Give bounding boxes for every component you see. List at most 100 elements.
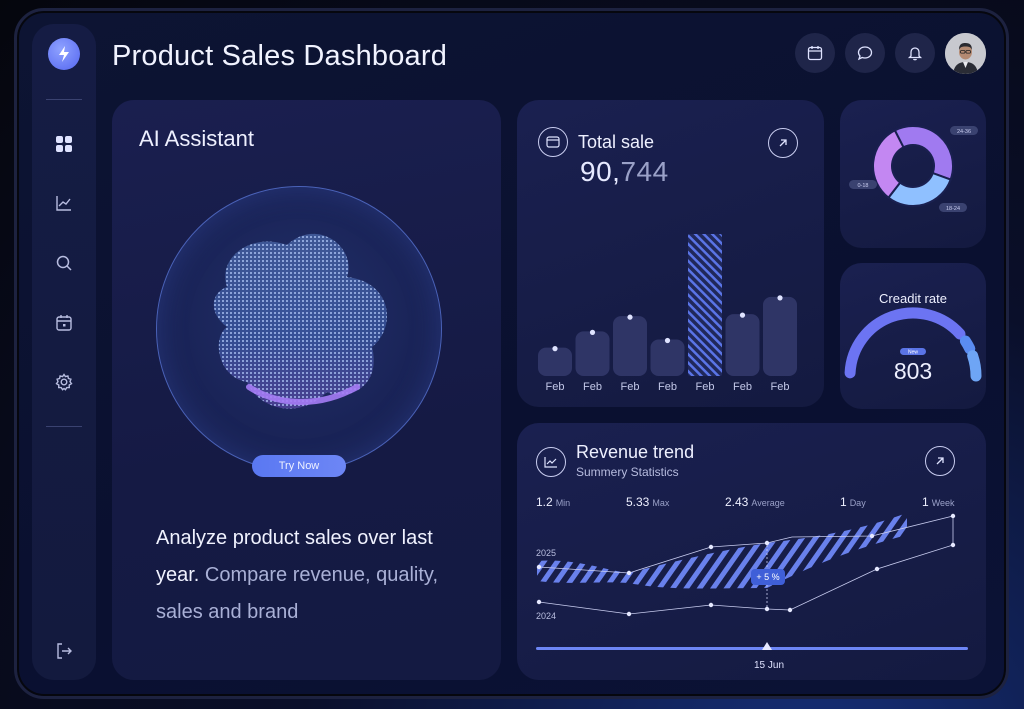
sidebar-divider [46, 426, 82, 427]
donut-slice [887, 171, 952, 207]
notifications-button[interactable] [895, 33, 935, 73]
year-label-2025: 2025 [536, 548, 557, 558]
chart-line-icon[interactable] [52, 191, 76, 215]
wallet-icon [538, 127, 568, 157]
sale-bar-label: Feb [658, 381, 677, 393]
total-sale-chart [538, 234, 797, 376]
chat-button[interactable] [845, 33, 885, 73]
revenue-trend-card: Revenue trend Summery Statistics 1.2 Min … [517, 423, 986, 680]
credit-rate-card: Creadit rate New 803 [840, 263, 986, 409]
search-icon[interactable] [52, 251, 76, 275]
sale-bar [538, 347, 572, 376]
donut-slice [872, 129, 905, 200]
sale-bar-label: Feb [695, 381, 715, 393]
trend-points [536, 513, 956, 617]
sale-bar [688, 234, 722, 376]
sale-bar-point [664, 337, 671, 344]
svg-text:18-24: 18-24 [946, 206, 960, 212]
revenue-trend-chart [536, 513, 968, 650]
sale-bar-label: Feb [583, 381, 602, 393]
chat-icon [857, 46, 873, 61]
percent-badge: + 5 % [751, 569, 785, 585]
sale-bar-point [589, 329, 596, 335]
ai-assistant-card: AI Assistant Try Now Analyze pr [112, 100, 501, 680]
revenue-trend-subtitle: Summery Statistics [576, 465, 679, 479]
donut-label: 24-36 [950, 126, 978, 135]
trend-band [537, 513, 907, 589]
calendar-icon[interactable] [52, 311, 76, 335]
stat-week: 1 Week [922, 495, 955, 509]
stat-value: 2.43 [725, 495, 749, 509]
sale-bar-point [627, 314, 633, 320]
stat-day: 1 Day [840, 495, 866, 509]
ai-orb [156, 186, 443, 473]
time-slider-track [536, 647, 968, 650]
user-avatar[interactable] [945, 33, 986, 74]
grid-icon[interactable] [52, 132, 76, 156]
ai-assistant-title: AI Assistant [139, 126, 254, 151]
stat-value: 1 [922, 495, 929, 509]
lightning-icon[interactable] [48, 38, 80, 70]
stat-key: Week [931, 498, 955, 508]
sale-bar-label: Feb [545, 381, 565, 393]
credit-badge: New [900, 348, 926, 355]
page-title: Product Sales Dashboard [112, 40, 448, 72]
sale-bar-point [777, 295, 783, 301]
ai-description: Analyze product sales over last year. Co… [156, 520, 476, 631]
stat-key: Day [849, 498, 866, 508]
sale-open-button[interactable] [768, 128, 798, 158]
distribution-donut-chart: 24-36 0-18 18-24 [849, 125, 978, 212]
svg-text:24-36: 24-36 [957, 129, 971, 135]
gauge-arc [967, 350, 982, 382]
sale-bar [575, 331, 610, 376]
arrow-up-right-icon [936, 457, 944, 465]
ai-description-dim: Compare revenue, quality, sales and bran… [156, 564, 439, 623]
revenue-open-button[interactable] [925, 446, 955, 476]
gear-icon[interactable] [52, 370, 76, 394]
donut-label: 0-18 [849, 180, 877, 189]
stat-key: Max [652, 498, 670, 508]
arrow-up-right-icon [779, 139, 787, 147]
svg-text:New: New [908, 349, 918, 355]
calendar-button[interactable] [795, 33, 835, 73]
stat-key: Min [555, 498, 571, 508]
donut-label: 18-24 [939, 203, 967, 212]
stat-min: 1.2 Min [536, 495, 570, 509]
total-sale-value-main: 90, [580, 156, 621, 187]
distribution-card: 24-36 0-18 18-24 [840, 100, 986, 248]
gauge-arc [959, 335, 976, 355]
sale-bar [613, 316, 647, 376]
total-sale-value-dim: 744 [620, 156, 669, 187]
stat-key: Average [751, 498, 785, 508]
calendar-icon [807, 46, 823, 61]
sale-bar [725, 314, 760, 376]
stat-max: 5.33 Max [626, 495, 669, 509]
credit-rate-value: 803 [893, 358, 933, 384]
stat-value: 1.2 [536, 495, 553, 509]
sale-bar-label: Feb [733, 381, 752, 393]
sale-bar-point [739, 312, 746, 318]
total-sale-card: Total sale 90,744 Feb Feb Feb Feb Feb Feb Feb [517, 100, 824, 407]
trend-line-2025 [538, 515, 954, 615]
sale-bar [650, 339, 685, 376]
svg-text:0-18: 0-18 [857, 183, 868, 189]
stat-value: 5.33 [626, 495, 650, 509]
sale-bar-point [552, 346, 558, 352]
ai-description-main: Analyze product sales over last year. [156, 527, 433, 586]
year-label-2024: 2024 [536, 611, 557, 621]
stat-average: 2.43 Average [725, 495, 785, 509]
sale-bar [763, 296, 797, 376]
total-sale-title: Total sale [578, 132, 655, 152]
donut-slice [893, 125, 954, 181]
try-now-button[interactable]: Try Now [252, 455, 346, 477]
trend-icon [536, 447, 566, 477]
ai-blob-graphic [157, 187, 443, 473]
logout-icon[interactable] [52, 639, 76, 663]
credit-gauge: New [844, 307, 982, 382]
sidebar [32, 24, 96, 680]
sale-bar-label: Feb [770, 381, 790, 393]
sidebar-divider [46, 99, 82, 100]
slider-date-label: 15 Jun [753, 660, 785, 671]
sale-bar-label: Feb [620, 381, 640, 393]
credit-rate-title: Creadit rate [879, 291, 947, 306]
